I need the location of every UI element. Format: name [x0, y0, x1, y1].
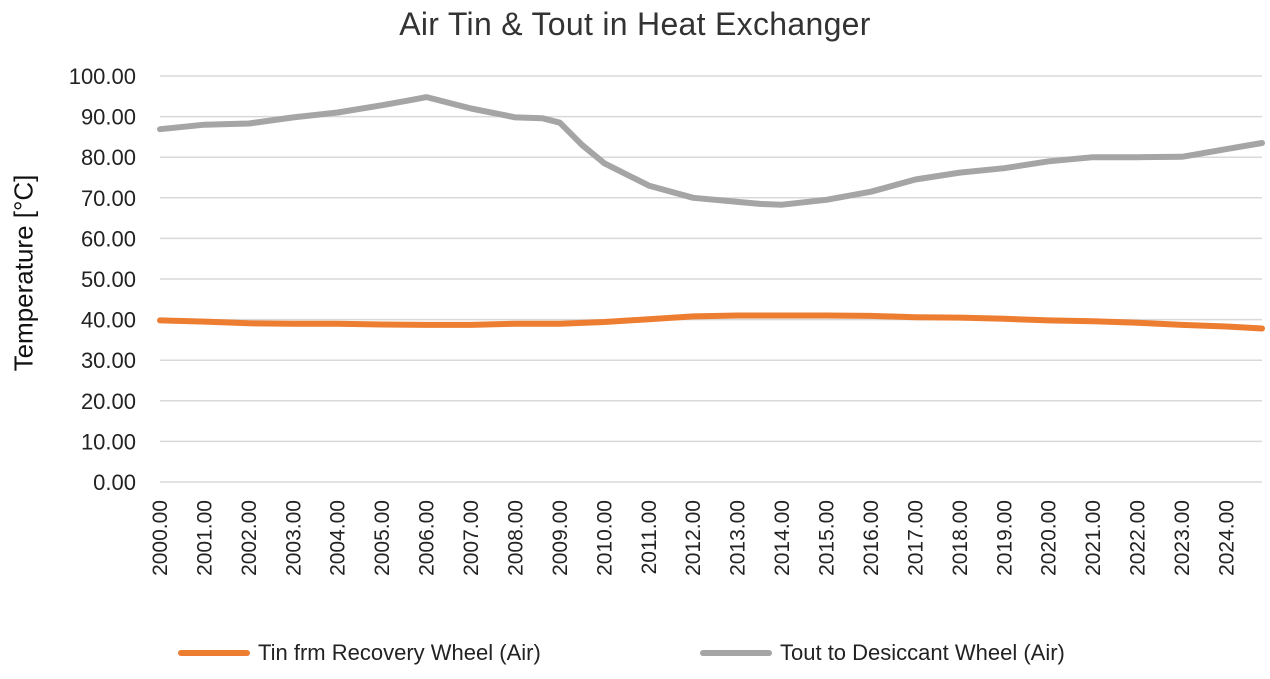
x-tick-label: 2006.00: [416, 500, 439, 576]
x-tick-label: 2019.00: [993, 500, 1016, 576]
y-tick-label: 40.00: [81, 308, 136, 333]
legend-item-tout: Tout to Desiccant Wheel (Air): [700, 640, 1065, 666]
x-tick-label: 2013.00: [727, 500, 750, 576]
y-tick-label: 60.00: [81, 226, 136, 251]
x-tick-label: 2018.00: [949, 500, 972, 576]
y-tick-label: 0.00: [93, 470, 136, 495]
x-tick-label: 2022.00: [1127, 500, 1150, 576]
x-tick-label: 2011.00: [638, 500, 661, 574]
x-tick-label: 2016.00: [860, 500, 883, 576]
legend-label-tout: Tout to Desiccant Wheel (Air): [780, 640, 1065, 665]
x-tick-label: 2005.00: [371, 500, 394, 576]
legend-swatch-tout: [700, 650, 772, 656]
y-tick-label: 50.00: [81, 267, 136, 292]
y-tick-label: 10.00: [81, 429, 136, 454]
x-tick-label: 2020.00: [1038, 500, 1061, 576]
x-tick-label: 2001.00: [193, 500, 216, 576]
x-tick-label: 2003.00: [282, 500, 305, 576]
x-tick-label: 2010.00: [593, 500, 616, 576]
x-tick-label: 2017.00: [904, 500, 927, 576]
x-tick-label: 2002.00: [238, 500, 261, 576]
legend-label-tin: Tin frm Recovery Wheel (Air): [258, 640, 541, 665]
x-tick-label: 2023.00: [1171, 500, 1194, 576]
series-line-tin: [157, 312, 1265, 332]
legend-swatch-tin: [178, 650, 250, 656]
x-tick-label: 2015.00: [816, 500, 839, 576]
x-tick-label: 2009.00: [549, 500, 572, 576]
y-tick-label: 100.00: [69, 64, 136, 89]
x-tick-label: 2024.00: [1215, 500, 1238, 576]
x-tick-label: 2008.00: [504, 500, 527, 576]
y-tick-label: 30.00: [81, 348, 136, 373]
chart-title: Air Tin & Tout in Heat Exchanger: [399, 6, 871, 42]
y-tick-label: 80.00: [81, 145, 136, 170]
legend: Tin frm Recovery Wheel (Air) Tout to Des…: [0, 640, 1270, 676]
y-tick-label: 70.00: [81, 186, 136, 211]
x-tick-label: 2004.00: [327, 500, 350, 576]
legend-item-tin: Tin frm Recovery Wheel (Air): [178, 640, 541, 666]
y-tick-label: 90.00: [81, 105, 136, 130]
series-line-tout: [157, 94, 1265, 208]
x-tick-label: 2000.00: [149, 500, 172, 576]
x-tick-label: 2014.00: [771, 500, 794, 576]
x-tick-label: 2007.00: [460, 500, 483, 576]
x-tick-label: 2012.00: [682, 500, 705, 576]
x-tick-label: 2021.00: [1082, 500, 1105, 576]
y-tick-label: 20.00: [81, 389, 136, 414]
